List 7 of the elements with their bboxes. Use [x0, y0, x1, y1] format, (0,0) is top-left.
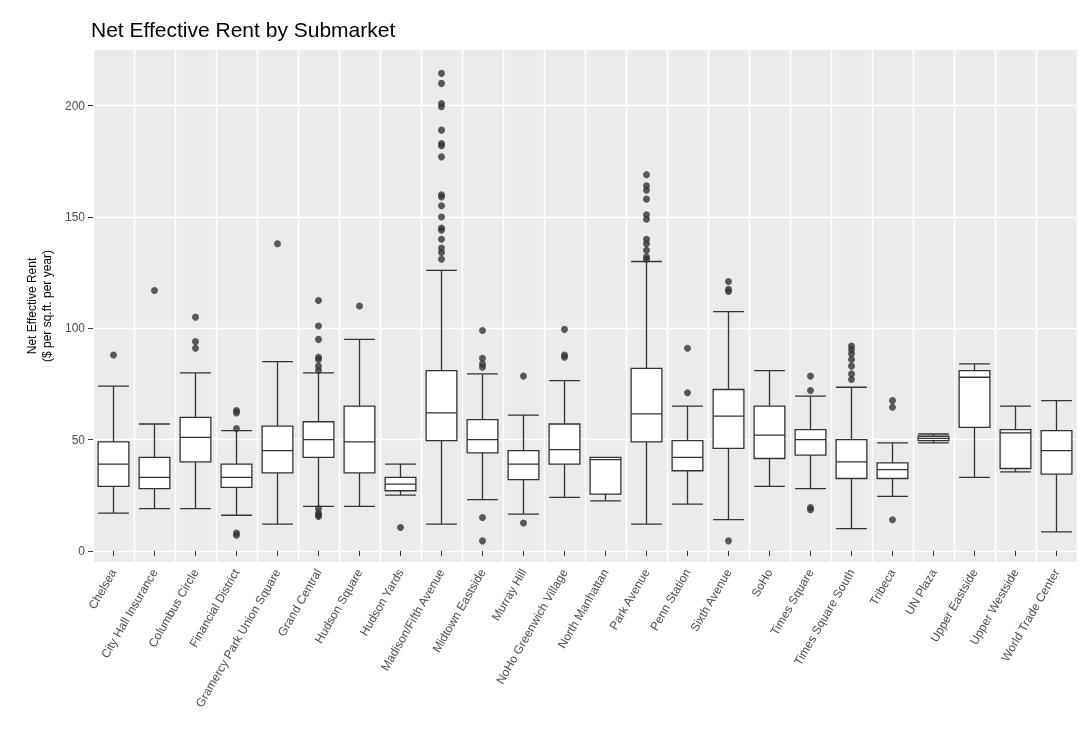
chart-title: Net Effective Rent by Submarket: [91, 18, 396, 41]
y-tick-label: 0: [78, 543, 86, 558]
y-axis-title: Net Effective Rent ($ per sq.ft. per year): [24, 249, 54, 363]
y-tick-label: 200: [64, 98, 86, 113]
y-tick-label: 50: [71, 432, 86, 447]
y-tick-label: 150: [64, 209, 86, 224]
y-tick-label: 100: [64, 321, 86, 336]
